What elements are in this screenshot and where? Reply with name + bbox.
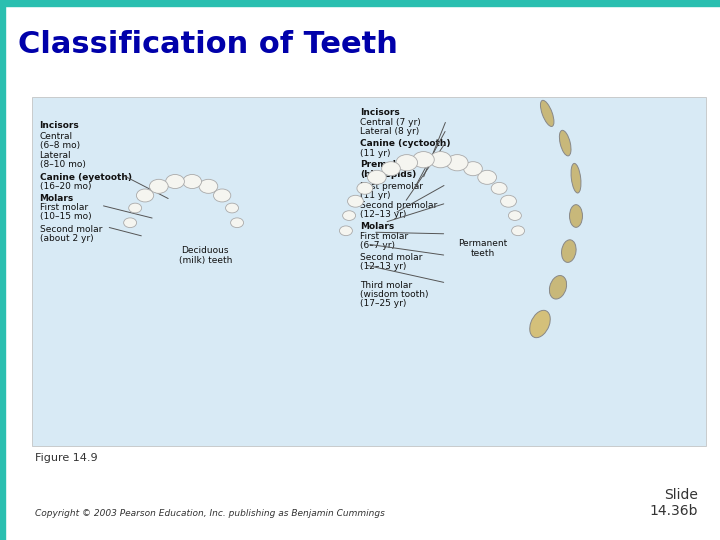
Circle shape [214, 189, 231, 202]
Circle shape [225, 203, 238, 213]
Text: Copyright © 2003 Pearson Education, Inc. publishing as Benjamin Cummings: Copyright © 2003 Pearson Education, Inc.… [35, 509, 384, 518]
FancyBboxPatch shape [0, 0, 5, 540]
Text: (about 2 yr): (about 2 yr) [40, 234, 93, 243]
Circle shape [230, 218, 243, 227]
Text: (10–15 mo): (10–15 mo) [40, 212, 91, 221]
Ellipse shape [559, 130, 571, 156]
Text: First molar: First molar [40, 203, 88, 212]
Text: Incisors: Incisors [40, 122, 79, 131]
Ellipse shape [541, 100, 554, 126]
Text: (6–7 yr): (6–7 yr) [360, 241, 395, 250]
Circle shape [464, 161, 482, 176]
Text: Figure 14.9: Figure 14.9 [35, 453, 97, 463]
FancyBboxPatch shape [0, 0, 720, 6]
Circle shape [348, 195, 364, 207]
Circle shape [136, 189, 153, 202]
Text: Incisors: Incisors [360, 108, 400, 117]
Text: Canine (cyctooth): Canine (cyctooth) [360, 139, 451, 148]
Ellipse shape [562, 240, 576, 262]
Text: Lateral: Lateral [40, 151, 71, 160]
Ellipse shape [549, 275, 567, 299]
Text: Central: Central [40, 132, 73, 141]
Text: (bicuspids): (bicuspids) [360, 170, 416, 179]
Circle shape [357, 183, 373, 194]
Circle shape [150, 179, 168, 193]
Circle shape [199, 179, 217, 193]
Circle shape [500, 195, 516, 207]
Text: Second molar: Second molar [360, 253, 423, 262]
Text: Central (7 yr): Central (7 yr) [360, 118, 420, 127]
Text: Deciduous
(milk) teeth: Deciduous (milk) teeth [179, 246, 232, 265]
Circle shape [508, 211, 521, 220]
Circle shape [491, 183, 507, 194]
Text: Molars: Molars [40, 194, 74, 203]
Text: Molars: Molars [360, 222, 395, 232]
Text: (wisdom tooth): (wisdom tooth) [360, 290, 428, 299]
Text: Permanent
teeth: Permanent teeth [458, 239, 507, 258]
Circle shape [343, 211, 356, 220]
Text: (17–25 yr): (17–25 yr) [360, 299, 406, 308]
FancyBboxPatch shape [32, 97, 706, 446]
Circle shape [183, 174, 202, 188]
Text: (11 yr): (11 yr) [360, 191, 390, 200]
Circle shape [129, 203, 142, 213]
Ellipse shape [571, 164, 581, 193]
Text: Second molar: Second molar [40, 225, 102, 234]
Text: (12–13 yr): (12–13 yr) [360, 262, 406, 272]
Circle shape [430, 152, 451, 168]
Text: Lateral (8 yr): Lateral (8 yr) [360, 127, 419, 136]
Ellipse shape [570, 205, 582, 227]
Text: First premolar: First premolar [360, 182, 423, 191]
Circle shape [166, 174, 184, 188]
Circle shape [367, 170, 386, 184]
Ellipse shape [530, 310, 550, 338]
Circle shape [446, 154, 468, 171]
Text: Premolars: Premolars [360, 160, 412, 170]
Circle shape [478, 170, 497, 184]
Text: (8–10 mo): (8–10 mo) [40, 160, 86, 170]
Text: Canine (eyetooth): Canine (eyetooth) [40, 173, 132, 182]
Text: (12–13 yr): (12–13 yr) [360, 210, 406, 219]
Circle shape [413, 152, 434, 168]
Text: First molar: First molar [360, 232, 408, 241]
Circle shape [396, 154, 418, 171]
Text: (6–8 mo): (6–8 mo) [40, 141, 80, 151]
Text: Second premolar: Second premolar [360, 201, 437, 210]
Circle shape [382, 161, 400, 176]
Circle shape [339, 226, 352, 235]
Text: (16–20 mo): (16–20 mo) [40, 182, 91, 191]
Text: (11 yr): (11 yr) [360, 148, 390, 158]
Text: Classification of Teeth: Classification of Teeth [18, 30, 398, 59]
Text: Third molar: Third molar [360, 281, 412, 290]
Circle shape [124, 218, 137, 227]
Circle shape [512, 226, 525, 235]
Text: Slide
14.36b: Slide 14.36b [650, 488, 698, 518]
